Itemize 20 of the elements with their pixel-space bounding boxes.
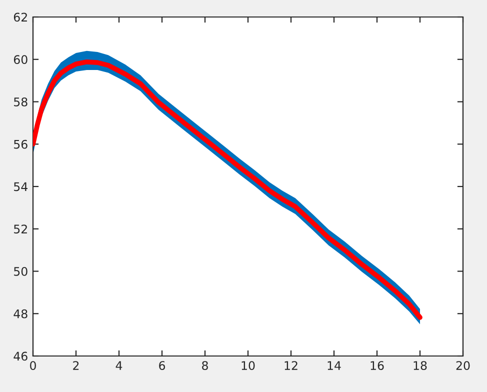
x-tick-label: 6 xyxy=(159,361,166,370)
y-tick-label: 54 xyxy=(14,182,28,192)
y-tick-label: 60 xyxy=(14,55,28,64)
x-tick-label: 12 xyxy=(284,361,298,370)
x-tick-label: 8 xyxy=(202,361,208,370)
y-tick-label: 58 xyxy=(14,97,28,106)
x-tick-label: 0 xyxy=(30,361,36,370)
x-tick-label: 16 xyxy=(370,361,384,370)
x-tick-label: 10 xyxy=(242,361,255,370)
x-tick-label: 18 xyxy=(414,361,427,370)
y-tick-label: 46 xyxy=(14,352,28,361)
x-tick-label: 2 xyxy=(73,361,79,370)
x-tick-label: 4 xyxy=(116,361,122,370)
y-tick-label: 62 xyxy=(14,12,27,22)
y-tick-label: 48 xyxy=(14,309,28,318)
x-tick-label: 20 xyxy=(456,361,470,370)
y-tick-label: 50 xyxy=(14,266,28,276)
y-tick-label: 56 xyxy=(14,140,28,149)
y-tick-label: 52 xyxy=(14,224,27,234)
x-tick-label: 14 xyxy=(328,361,341,370)
